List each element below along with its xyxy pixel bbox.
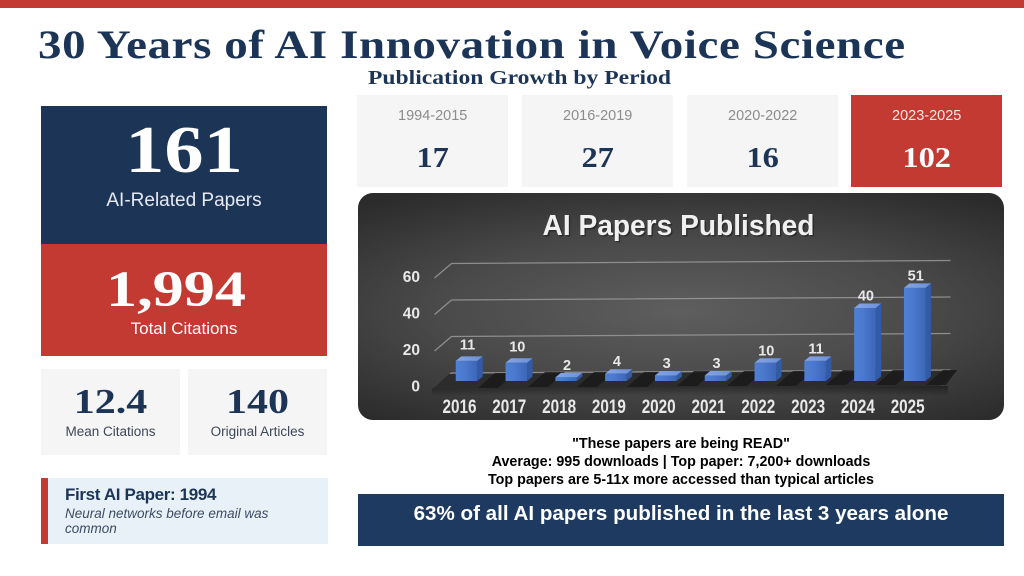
svg-text:2025: 2025 [891, 397, 925, 418]
svg-text:60: 60 [403, 269, 420, 286]
svg-text:10: 10 [758, 343, 774, 359]
svg-text:2021: 2021 [692, 397, 726, 418]
svg-text:11: 11 [808, 341, 823, 357]
svg-text:2019: 2019 [592, 397, 626, 418]
svg-text:40: 40 [403, 306, 420, 323]
svg-text:3: 3 [712, 356, 720, 372]
svg-text:2017: 2017 [492, 397, 526, 418]
svg-text:2023: 2023 [791, 397, 825, 418]
svg-text:2024: 2024 [841, 397, 875, 418]
svg-text:2020: 2020 [642, 397, 676, 418]
svg-text:2018: 2018 [542, 397, 576, 418]
svg-text:2022: 2022 [741, 397, 775, 418]
svg-text:20: 20 [403, 342, 420, 359]
svg-text:51: 51 [908, 268, 924, 284]
svg-text:3: 3 [663, 356, 671, 372]
svg-text:40: 40 [858, 289, 874, 305]
svg-text:2: 2 [563, 358, 571, 374]
svg-text:0: 0 [411, 379, 420, 396]
svg-text:2016: 2016 [443, 397, 477, 418]
svg-text:4: 4 [613, 354, 621, 370]
svg-text:11: 11 [460, 337, 475, 353]
svg-text:10: 10 [509, 339, 525, 355]
svg-text:AI Papers Published: AI Papers Published [544, 212, 816, 244]
svg-text:AI Papers Published: AI Papers Published [543, 210, 815, 242]
